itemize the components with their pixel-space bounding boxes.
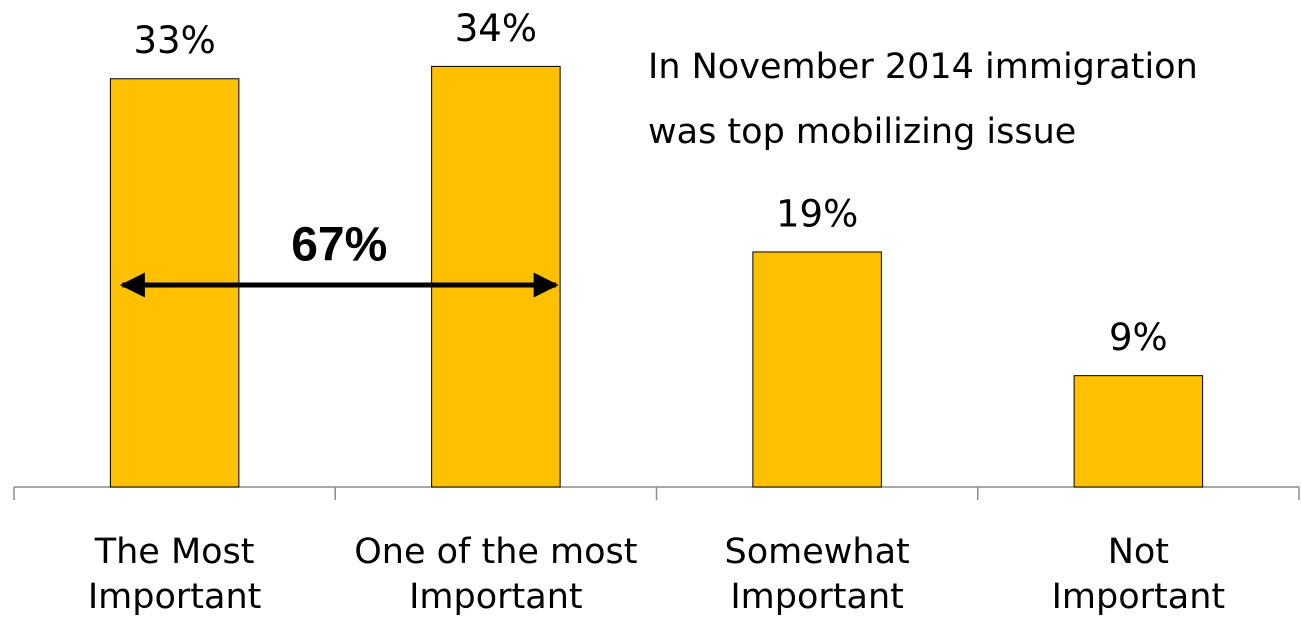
x-tick-label: Not Important [1051,532,1226,617]
data-label: 19% [776,192,858,235]
bar [752,251,882,488]
x-tick-label: The Most Important [87,532,262,617]
x-tick-label: Somewhat Important [724,532,910,617]
bar [431,65,561,488]
data-label: 33% [134,19,216,62]
span-label: 67% [291,219,387,272]
data-label: 9% [1109,316,1168,359]
annotation-text: In November 2014 immigration was top mob… [648,47,1198,152]
x-tick-label: One of the most Important [354,532,638,617]
bar [1073,375,1204,488]
data-label: 34% [455,7,537,50]
